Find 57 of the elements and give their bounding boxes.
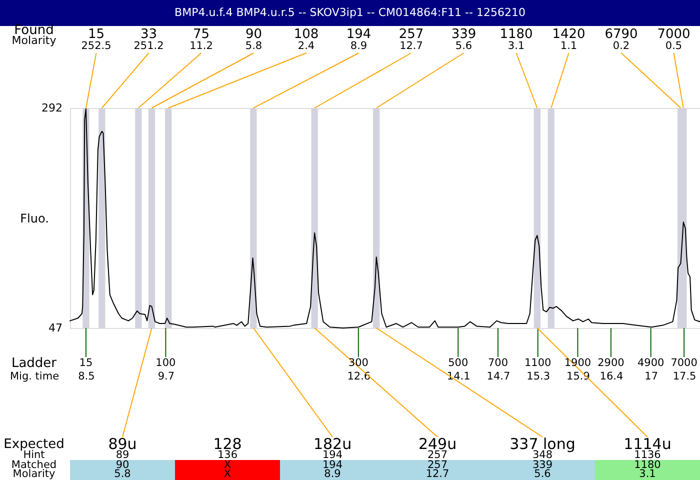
text: Ladder bbox=[11, 356, 58, 371]
y-tick-label: 47 bbox=[48, 322, 62, 334]
text: 700 bbox=[488, 357, 508, 369]
annotation: 5.6 bbox=[455, 40, 472, 52]
text: 100 bbox=[156, 357, 176, 369]
annotation: 11.2 bbox=[190, 40, 213, 52]
x-tick-label: 8.5 bbox=[78, 370, 95, 382]
band-label: 108 bbox=[294, 27, 319, 42]
x-tick-label: 15.3 bbox=[526, 370, 550, 382]
text: 8.9 bbox=[324, 468, 341, 480]
text: 5.8 bbox=[114, 468, 131, 480]
text: 7000 bbox=[670, 357, 698, 369]
text: 2900 bbox=[598, 357, 624, 369]
x-tick-label: 9.7 bbox=[158, 370, 175, 382]
annotation: 8.9 bbox=[350, 40, 368, 52]
annotation: 3.1 bbox=[508, 40, 525, 52]
text: 4900 bbox=[637, 357, 664, 369]
x-tick-label: 16.4 bbox=[600, 370, 624, 382]
band-label: 7000 bbox=[657, 27, 690, 42]
text: Hint bbox=[23, 449, 45, 461]
line-series bbox=[70, 108, 700, 328]
band-label: 75 bbox=[192, 27, 210, 42]
band-label: 15 bbox=[88, 27, 105, 42]
text: X bbox=[224, 468, 232, 480]
y-axis-title: Fluo. bbox=[20, 212, 49, 226]
text: 1100 bbox=[524, 357, 552, 369]
band-label: 90 bbox=[245, 27, 262, 42]
text: 15 bbox=[79, 357, 93, 369]
annotation: 12.7 bbox=[400, 40, 423, 52]
annotation: 0.5 bbox=[665, 40, 682, 52]
annotation: 5.8 bbox=[245, 40, 262, 52]
band-label: 6790 bbox=[604, 27, 638, 42]
band-label: 257 bbox=[398, 27, 424, 42]
text: 12.7 bbox=[426, 468, 450, 480]
chart-title: BMP4.u.f.4 BMP4.u.r.5 -- SKOV3ip1 -- CM014864:F11 -- 1256210 bbox=[174, 6, 526, 19]
text: Molarity bbox=[12, 468, 56, 480]
y-tick-label: 292 bbox=[42, 102, 62, 114]
x-axis-title: Mig. time bbox=[10, 370, 60, 382]
annotation: 0.2 bbox=[612, 40, 630, 52]
annotation: 251.2 bbox=[134, 40, 164, 52]
text: 3.1 bbox=[639, 468, 656, 480]
x-tick-label: 17 bbox=[644, 370, 658, 382]
text: 500 bbox=[448, 357, 468, 369]
annotation: 1.1 bbox=[560, 40, 578, 52]
band-label: 33 bbox=[140, 27, 158, 42]
x-tick-label: 17.5 bbox=[672, 370, 696, 382]
annotation: 2.4 bbox=[298, 40, 315, 52]
annotation: 252.5 bbox=[81, 40, 112, 52]
text: Expected bbox=[4, 437, 64, 452]
x-tick-label: 12.6 bbox=[347, 370, 371, 382]
band-label: 1420 bbox=[552, 27, 586, 42]
x-tick-label: 14.7 bbox=[486, 370, 510, 382]
band-label: 1180 bbox=[500, 27, 533, 42]
band-label: 339 bbox=[451, 27, 476, 42]
text: Molarity bbox=[12, 34, 57, 47]
text: 5.6 bbox=[534, 468, 552, 480]
band-label: 194 bbox=[346, 27, 372, 42]
